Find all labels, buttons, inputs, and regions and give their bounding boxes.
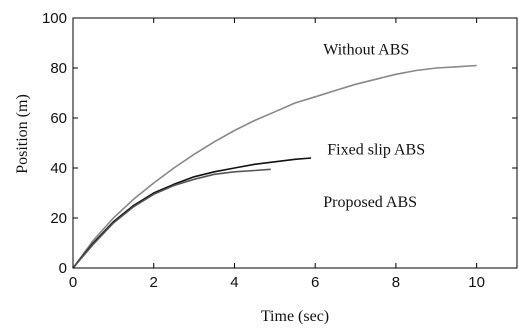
series-annotation: Fixed slip ABS [327,141,425,158]
series-annotation: Without ABS [323,41,409,58]
y-tick-label: 40 [50,160,67,177]
series-annotation: Proposed ABS [323,194,417,211]
x-tick-label: 10 [468,274,485,291]
y-tick-label: 60 [50,110,67,127]
annotation-layer: Without ABS Fixed slip ABS Proposed ABS [323,41,425,211]
y-axis-title: Position (m) [14,94,31,174]
y-tick-label: 20 [50,210,67,227]
x-axis-title: Time (sec) [261,308,329,325]
x-tick-label: 6 [311,274,319,291]
x-tick-label: 4 [230,274,238,291]
series-line-1 [72,157,312,269]
y-tick-label: 80 [50,60,67,77]
plot-area [72,17,518,269]
series-layer [72,64,477,269]
series-line-2 [72,168,271,269]
x-tick-label: 8 [392,274,400,291]
y-tick-label: 100 [42,10,67,27]
x-tick-label: 0 [69,274,77,291]
x-tick-label: 2 [150,274,158,291]
series-line-0 [72,64,477,269]
y-tick-label: 0 [59,260,67,277]
plot-frame [72,17,518,269]
